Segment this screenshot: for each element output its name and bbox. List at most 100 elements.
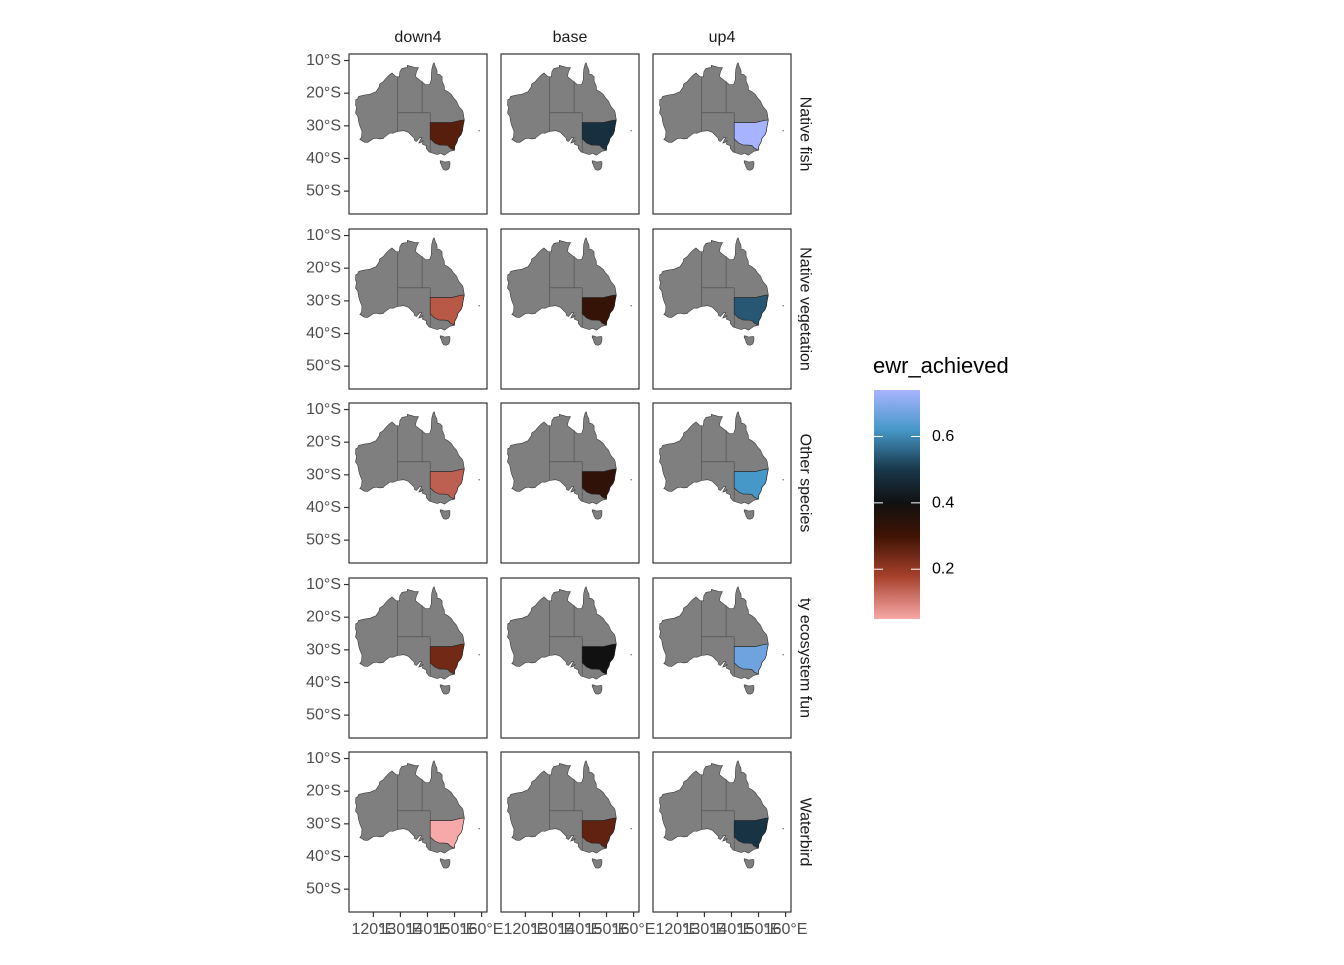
y-tick-label: 40°S [306, 150, 341, 167]
x-tick-label: 130°E [531, 921, 575, 938]
island-mark [782, 828, 784, 830]
highlight-region [581, 294, 617, 326]
row-strip: Waterbird [797, 798, 814, 867]
map-panel [500, 53, 640, 215]
tasmania-region [743, 684, 755, 695]
y-tick-label: 30°S [306, 641, 341, 658]
tasmania-region [439, 509, 451, 520]
row-strip: Native vegetation [797, 247, 814, 371]
highlight-region [581, 119, 617, 151]
row-strip: Other species [797, 434, 814, 533]
island-mark [782, 479, 784, 481]
tasmania-region [743, 858, 755, 869]
map-panels [348, 53, 792, 913]
map-panel [652, 53, 792, 215]
row-strip-label: ty ecosystem fun [797, 598, 814, 718]
y-tick-label: 20°S [306, 609, 341, 626]
row-strip-label: Native vegetation [797, 247, 814, 371]
y-tick-label: 10°S [306, 576, 341, 593]
island-mark [630, 130, 632, 132]
legend-tick-label: 0.2 [932, 561, 954, 578]
y-tick-label: 50°S [306, 183, 341, 200]
x-tick-label: 130°E [683, 921, 727, 938]
y-tick-label: 10°S [306, 401, 341, 418]
highlight-region [581, 817, 617, 849]
tasmania-region [743, 509, 755, 520]
legend-tick-label: 0.6 [932, 428, 954, 445]
highlight-region [733, 119, 769, 151]
y-tick-label: 40°S [306, 499, 341, 516]
x-tick-label: 150°E [585, 921, 629, 938]
island-mark [478, 130, 480, 132]
column-strip-label: base [553, 29, 588, 46]
row-strip-labels: Native fish Native vegetation Other specie… [797, 97, 814, 867]
tasmania-region [591, 684, 603, 695]
map-panel [348, 228, 488, 390]
x-tick-label: 160°E [764, 921, 808, 938]
island-mark [630, 479, 632, 481]
y-tick-label: 50°S [306, 881, 341, 898]
y-tick-label: 30°S [306, 292, 341, 309]
y-tick-label: 50°S [306, 358, 341, 375]
row-strip: ty ecosystem fun [797, 598, 814, 718]
legend-colorbar [874, 390, 920, 619]
map-panel [500, 577, 640, 739]
row-strip-label: Other species [797, 434, 814, 533]
column-strip-label: up4 [709, 29, 736, 46]
x-tick-label: 140°E [558, 921, 602, 938]
tasmania-region [439, 335, 451, 346]
highlight-region [733, 294, 769, 326]
y-tick-label: 20°S [306, 783, 341, 800]
map-panel [348, 402, 488, 564]
island-mark [478, 828, 480, 830]
island-mark [630, 305, 632, 307]
tasmania-region [439, 684, 451, 695]
map-panel [652, 751, 792, 913]
row-strip-label: Waterbird [797, 798, 814, 867]
x-tick-label: 120°E [351, 921, 395, 938]
y-tick-label: 30°S [306, 466, 341, 483]
y-tick-label: 10°S [306, 52, 341, 69]
column-strip-labels: down4 base up4 [394, 29, 735, 46]
y-tick-label: 40°S [306, 325, 341, 342]
tasmania-region [439, 858, 451, 869]
tasmania-region [591, 335, 603, 346]
map-panel [348, 53, 488, 215]
highlight-region [581, 468, 617, 500]
y-tick-label: 50°S [306, 532, 341, 549]
x-tick-label: 120°E [503, 921, 547, 938]
column-strip-label: down4 [394, 29, 441, 46]
tasmania-region [591, 509, 603, 520]
y-tick-label: 20°S [306, 260, 341, 277]
map-panel [348, 577, 488, 739]
row-strip-label: Native fish [797, 97, 814, 172]
island-mark [782, 305, 784, 307]
tasmania-region [743, 335, 755, 346]
map-panel [348, 751, 488, 913]
island-mark [782, 130, 784, 132]
highlight-region [581, 643, 617, 675]
y-tick-label: 10°S [306, 227, 341, 244]
legend-tick-label: 0.4 [932, 494, 954, 511]
legend-title: ewr_achieved [873, 353, 1009, 378]
island-mark [630, 828, 632, 830]
highlight-region [733, 468, 769, 500]
row-strip: Native fish [797, 97, 814, 172]
x-tick-label: 120°E [655, 921, 699, 938]
highlight-region [429, 119, 465, 151]
x-tick-label: 150°E [433, 921, 477, 938]
tasmania-region [591, 160, 603, 171]
map-panel [500, 228, 640, 390]
map-panel [652, 228, 792, 390]
highlight-region [429, 817, 465, 849]
highlight-region [733, 817, 769, 849]
x-tick-label: 130°E [379, 921, 423, 938]
highlight-region [429, 468, 465, 500]
y-tick-label: 40°S [306, 674, 341, 691]
y-tick-label: 20°S [306, 85, 341, 102]
island-mark [478, 305, 480, 307]
y-tick-label: 10°S [306, 750, 341, 767]
